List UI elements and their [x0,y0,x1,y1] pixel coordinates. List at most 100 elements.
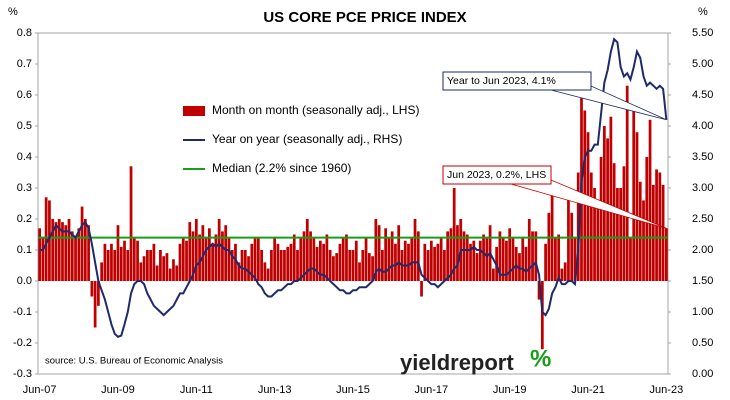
bar [420,281,423,297]
bar [367,253,371,281]
bar [361,250,365,281]
bar [573,237,577,281]
bar [354,240,358,281]
bar [155,265,159,281]
bar [256,237,260,281]
bar [208,228,211,281]
bar [612,163,616,281]
bar [97,281,100,306]
y-unit: % [8,6,18,18]
bar [554,237,557,281]
x-tick-label: Jun-09 [101,384,135,396]
y-tick-label: 0.4 [17,151,32,163]
bar [185,240,188,281]
bar [436,243,440,281]
bar [198,234,201,281]
bar [416,231,420,281]
bar [315,246,319,281]
bar [328,250,332,281]
bar [629,237,632,281]
bar [397,225,401,281]
bar [116,225,120,281]
bar [237,262,241,281]
bar [407,243,410,281]
bar [661,184,665,281]
bar [263,262,267,281]
bar [338,243,342,281]
bar [472,240,476,281]
bar [475,253,479,281]
bar [426,250,430,281]
bar [67,219,71,281]
bar [456,225,459,281]
bar [332,256,335,281]
bar [390,231,394,281]
bar [403,240,407,281]
bar [240,250,244,281]
y-tick-label: 0.8 [17,27,32,39]
bar [175,265,179,281]
bar [74,237,77,281]
bar [521,237,525,281]
bar [387,237,391,281]
bar [188,222,192,281]
bar [648,119,652,281]
y-tick-label: 0.5 [17,120,32,132]
y2-tick-label: 4.00 [692,120,713,132]
bar [348,250,352,281]
bar [576,172,580,281]
bar [136,240,139,281]
bar [570,212,574,281]
bar [616,188,619,281]
bar [596,206,600,281]
bar [204,237,208,281]
y2-tick-label: 1.50 [692,275,713,287]
annotation: Jun 2023, 0.2%, LHS [447,169,546,181]
y2-tick-label: 4.50 [692,89,713,101]
bar [132,237,136,281]
bar [534,231,538,281]
bar [501,237,505,281]
bar [381,250,384,281]
bar [211,243,215,281]
bar [394,243,397,281]
bar [41,237,45,281]
bar [90,281,94,297]
chart-title: US CORE PCE PRICE INDEX [263,9,466,26]
bar [145,250,149,281]
bar [531,231,534,281]
bar [77,228,81,281]
bar [599,157,603,281]
x-tick-label: Jun-11 [180,384,213,396]
y2-tick-label: 3.00 [692,182,713,194]
bar [524,246,528,281]
bar [217,219,221,281]
bar [38,228,42,281]
annotation: Year to Jun 2023, 4.1% [447,75,556,87]
bar [482,234,485,281]
bar [452,188,456,281]
bar [443,250,446,281]
bar [64,225,68,281]
bar [168,268,172,281]
bar [100,262,104,281]
bar [384,228,388,281]
bar [322,243,325,281]
bar [273,237,277,281]
bar [227,237,231,281]
bar [299,237,303,281]
bar [309,231,312,281]
bar [51,219,55,281]
bar [557,234,561,281]
legend-label: Year on year (seasonally adj., RHS) [212,132,402,146]
logo: yieldreport [400,350,514,375]
bar [181,237,185,281]
bar [292,234,296,281]
bar [129,166,133,281]
y-tick-label: 0.1 [17,244,32,256]
bar [567,200,570,281]
bar [110,243,113,281]
bar [302,231,306,281]
bar [260,250,263,281]
